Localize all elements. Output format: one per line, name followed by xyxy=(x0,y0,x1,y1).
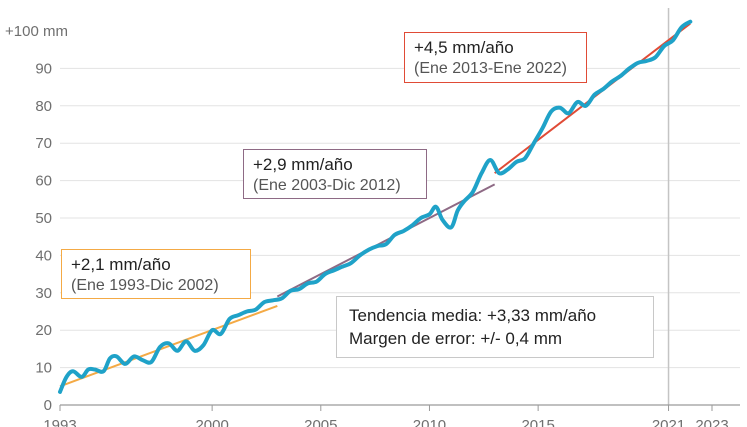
annotation-period-1993-2002: (Ene 1993-Dic 2002) xyxy=(71,277,219,294)
sea-level-series-line xyxy=(58,19,693,394)
y-tick-label-0: 0 xyxy=(44,397,52,414)
y-tick-label-70: 70 xyxy=(35,135,52,152)
y-tick-label-10: 10 xyxy=(35,360,52,377)
x-tick-label-2015: 2015 xyxy=(521,417,554,427)
annotation-period-2013-2022: (Ene 2013-Ene 2022) xyxy=(414,60,567,77)
annotation-period-2003-2012: (Ene 2003-Dic 2012) xyxy=(253,177,401,194)
trend-line-1 xyxy=(59,304,278,388)
annotation-rate-2013-2022: +4,5 mm/año xyxy=(414,38,514,57)
x-axis: 1993 2000 2005 2010 2015 2021 2023 xyxy=(43,404,740,427)
y-axis-labels: 0 10 20 30 40 50 60 70 80 90 +100 mm xyxy=(5,23,68,414)
y-tick-label-40: 40 xyxy=(35,247,52,264)
y-tick-label-50: 50 xyxy=(35,210,52,227)
annotation-rate-1993-2002: +2,1 mm/año xyxy=(71,255,171,274)
x-tick-label-2005: 2005 xyxy=(304,417,337,427)
x-tick-label-1993: 1993 xyxy=(43,417,76,427)
y-tick-label-top: +100 mm xyxy=(5,23,68,40)
x-tick-label-2010: 2010 xyxy=(413,417,446,427)
annotation-box-2013-2022: +4,5 mm/año (Ene 2013-Ene 2022) xyxy=(404,32,587,83)
y-tick-label-60: 60 xyxy=(35,173,52,190)
summary-box: Tendencia media: +3,33 mm/año Margen de … xyxy=(336,296,654,358)
annotation-box-2003-2012: +2,9 mm/año (Ene 2003-Dic 2012) xyxy=(243,149,427,199)
x-tick-label-2000: 2000 xyxy=(195,417,228,427)
annotation-rate-2003-2012: +2,9 mm/año xyxy=(253,155,353,174)
y-tick-label-90: 90 xyxy=(35,60,52,77)
y-tick-label-30: 30 xyxy=(35,285,52,302)
y-tick-label-80: 80 xyxy=(35,98,52,115)
summary-margin: Margen de error: +/- 0,4 mm xyxy=(349,329,563,348)
y-tick-label-20: 20 xyxy=(35,322,52,339)
summary-trend: Tendencia media: +3,33 mm/año xyxy=(349,306,597,325)
annotation-box-1993-2002: +2,1 mm/año (Ene 1993-Dic 2002) xyxy=(61,249,251,299)
x-tick-label-2023: 2023 xyxy=(695,417,728,427)
x-tick-label-2021: 2021 xyxy=(652,417,685,427)
data-series xyxy=(58,19,693,394)
trend-line-2 xyxy=(276,183,496,298)
